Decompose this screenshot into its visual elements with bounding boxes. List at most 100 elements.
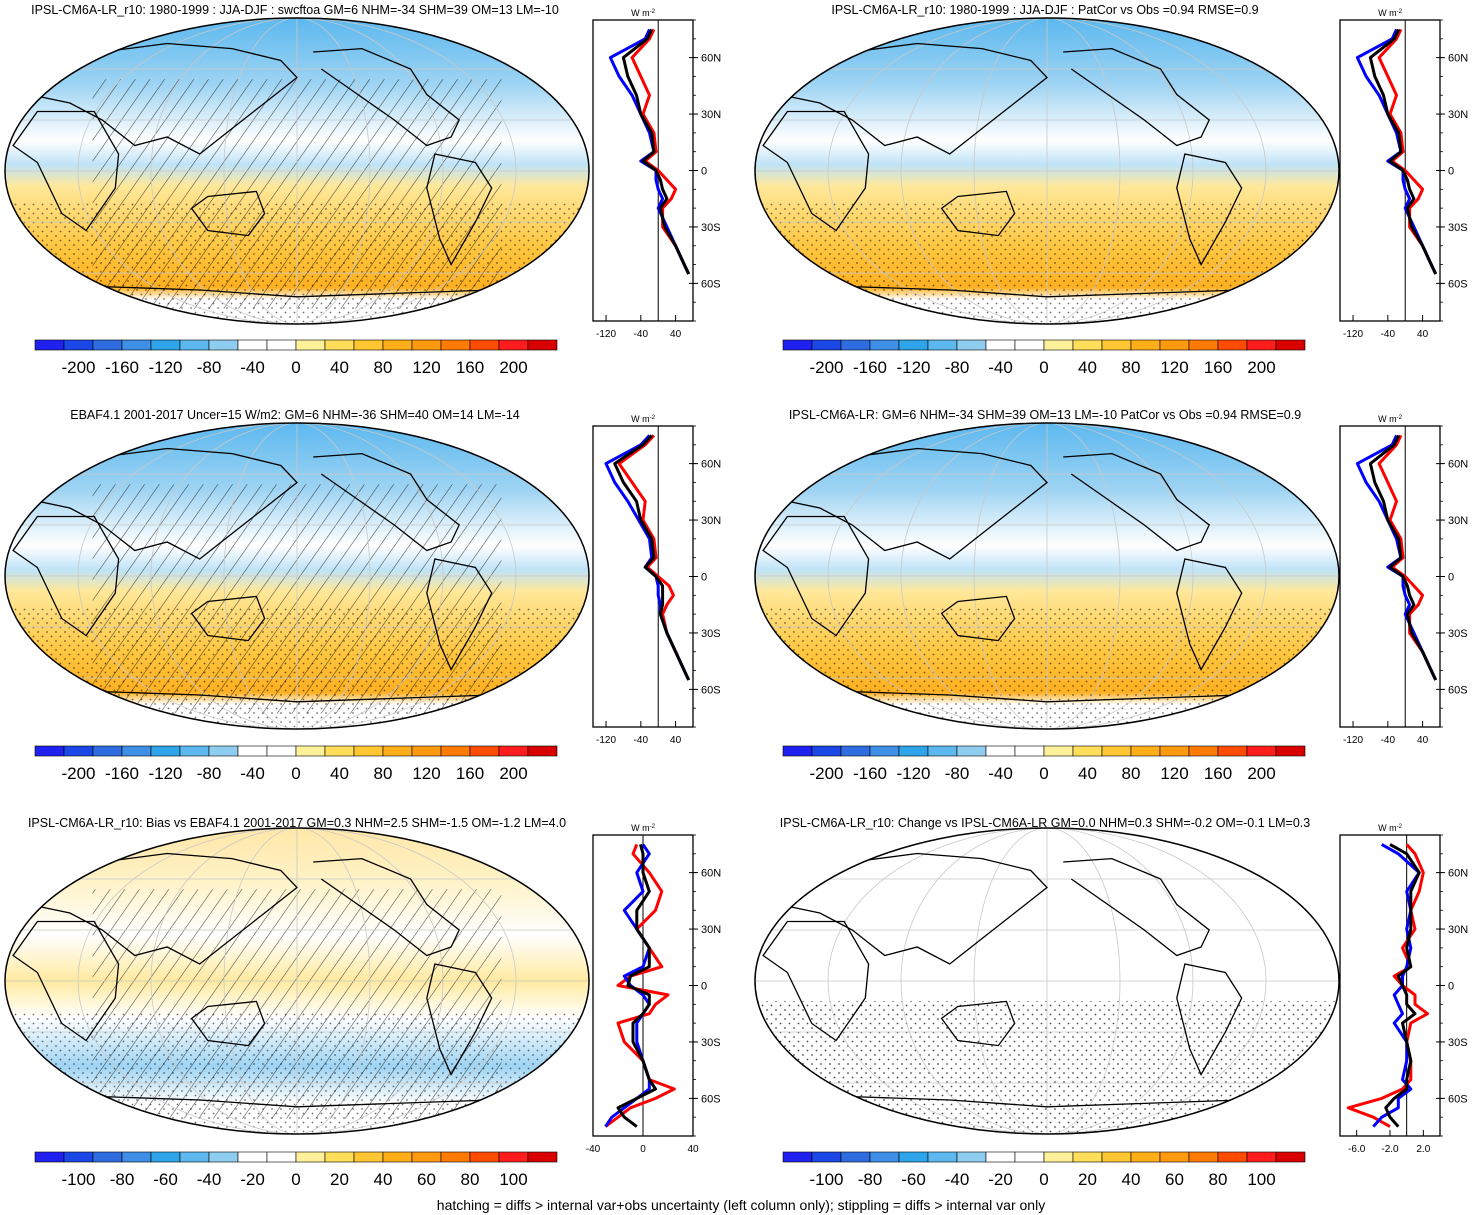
panel-1: IPSL-CM6A-LR_r10: 1980-1999 : JJA-DJF : … [4,3,721,377]
profile-xtick-label: 40 [670,735,682,746]
profile-ytick-label: 30S [1448,628,1468,640]
profile-series-1 [604,843,676,1128]
profile-xtick-label: -40 [586,1144,601,1155]
colorbar-swatch [1072,745,1103,757]
colorbar-tick-label: 80 [1209,1170,1228,1189]
profile-ytick-label: 0 [701,981,707,993]
profile-ytick-label: 30N [1448,515,1468,527]
colorbar-swatch [34,1151,65,1163]
colorbar-tick-label: 80 [461,1170,480,1189]
colorbar-swatch [63,339,94,351]
profile-frame [592,19,694,322]
colorbar-swatch [1217,339,1248,351]
colorbar-tick-label: -40 [240,764,265,783]
profile-units-sup: -2 [650,9,656,15]
panel-title: IPSL-CM6A-LR: GM=6 NHM=-34 SHM=39 OM=13 … [789,408,1301,422]
profile-units-label: W m-2 [1378,8,1402,18]
colorbar-swatch [208,1151,239,1163]
colorbar: -200 -160 -120 -80 -40 0 40 80 120 160 200 [782,339,1306,377]
colorbar-swatch [498,745,529,757]
colorbar-swatch [1072,339,1103,351]
profile-ytick-label: 60N [701,459,721,471]
profile-ytick-label: 30S [701,1037,721,1049]
colorbar-swatch [1188,1151,1219,1163]
colorbar-swatch [898,339,929,351]
colorbar-tick-label: 40 [1078,358,1097,377]
graticule [5,18,589,324]
colorbar-swatch [237,1151,268,1163]
profile-frame [1339,19,1441,322]
colorbar-swatch [1275,1151,1306,1163]
colorbar-tick-label: 100 [1247,1170,1275,1189]
colorbar: -200 -160 -120 -80 -40 0 40 80 120 160 200 [34,339,558,377]
colorbar-tick-label: -100 [61,1170,95,1189]
colorbar-tick-label: 160 [456,764,484,783]
colorbar-swatch [469,1151,500,1163]
colorbar-tick-label: 0 [291,358,300,377]
colorbar-swatch [1014,745,1045,757]
profile-xtick-label: -120 [1343,329,1363,340]
colorbar-swatch [266,339,297,351]
colorbar-swatch [208,339,239,351]
colorbar-tick-label: 200 [499,764,527,783]
colorbar-tick-label: 100 [499,1170,527,1189]
colorbar-tick-label: -40 [945,1170,970,1189]
colorbar-swatch [1130,745,1161,757]
colorbar-tick-label: 0 [291,764,300,783]
profile-ytick-label: 30N [701,924,721,936]
colorbar-tick-label: 60 [417,1170,436,1189]
colorbar-swatch [898,745,929,757]
colorbar-swatch [1246,1151,1277,1163]
colorbar-swatch [295,745,326,757]
profile-units-sup: -2 [650,415,656,421]
colorbar-swatch [1159,745,1190,757]
colorbar-swatch [411,1151,442,1163]
profile-units-label: W m-2 [631,823,655,833]
map-border [4,422,590,730]
colorbar-tick-label: -80 [858,1170,883,1189]
profile-ytick-label: 30N [701,515,721,527]
colorbar: -200 -160 -120 -80 -40 0 40 80 120 160 200 [34,745,558,783]
colorbar-swatch [266,1151,297,1163]
profile-units-label: W m-2 [1378,414,1402,424]
colorbar-swatch [208,745,239,757]
profile-series-3 [613,434,691,681]
profile-ytick-label: 30S [1448,1037,1468,1049]
colorbar-swatch [1130,1151,1161,1163]
colorbar-tick-label: -200 [809,358,843,377]
colorbar-swatch [411,339,442,351]
colorbar-tick-label: 200 [1247,764,1275,783]
colorbar-swatch [782,339,813,351]
profile-units-sup: -2 [1397,9,1403,15]
colorbar-swatch [150,339,181,351]
colorbar-tick-label: -160 [853,358,887,377]
colorbar-swatch [179,745,210,757]
profile-ytick-label: 30N [1448,109,1468,121]
profile-xtick-label: 40 [1417,329,1429,340]
profile-series-2 [1372,843,1421,1128]
profile-units-label: W m-2 [631,8,655,18]
colorbar-tick-label: -160 [105,764,139,783]
colorbar-swatch [1014,339,1045,351]
colorbar-swatch [1188,745,1219,757]
colorbar-swatch [898,1151,929,1163]
profile-units-sup: -2 [1397,824,1403,830]
colorbar-swatch [1043,339,1074,351]
colorbar-tick-label: 120 [1160,764,1188,783]
profile-ytick-label: 30S [1448,222,1468,234]
profile-xtick-label: -6.0 [1348,1144,1366,1155]
profile-ytick-label: 60N [701,53,721,65]
colorbar-tick-label: 120 [412,358,440,377]
colorbar-swatch [840,1151,871,1163]
colorbar-tick-label: 160 [456,358,484,377]
panel-title: IPSL-CM6A-LR_r10: Change vs IPSL-CM6A-LR… [780,816,1310,830]
profile-series-3 [1368,434,1438,681]
map-border [754,422,1340,730]
colorbar-tick-label: 80 [1122,358,1141,377]
profile-xtick-label: 40 [670,329,682,340]
colorbar-swatch [1246,339,1277,351]
profile-ytick-label: 0 [1448,572,1454,584]
colorbar-swatch [811,745,842,757]
colorbar-swatch [382,1151,413,1163]
colorbar-swatch [237,339,268,351]
